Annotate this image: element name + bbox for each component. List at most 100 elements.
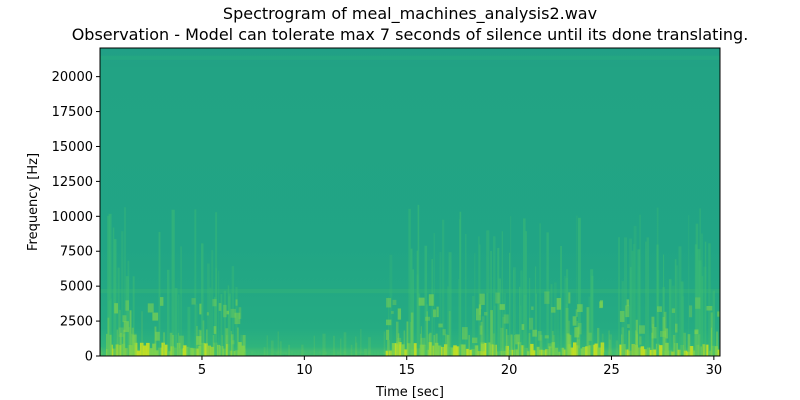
energy-streak	[429, 332, 432, 356]
energy-cell	[615, 350, 620, 356]
energy-streak	[217, 270, 220, 356]
energy-blob	[223, 304, 227, 318]
energy-cell	[526, 351, 531, 356]
energy-cell	[422, 344, 427, 356]
energy-streak	[105, 333, 109, 356]
energy-streak	[433, 335, 436, 356]
spectral-band	[100, 55, 720, 60]
energy-cell	[560, 347, 565, 356]
energy-cell	[271, 352, 276, 356]
energy-cell	[370, 350, 374, 356]
energy-cell	[321, 351, 325, 356]
energy-cell	[665, 342, 669, 356]
energy-streak	[712, 290, 716, 356]
energy-streak	[519, 305, 522, 356]
energy-cell	[437, 345, 442, 356]
energy-streak	[177, 332, 179, 356]
energy-streak	[169, 332, 173, 356]
energy-streak	[539, 223, 542, 356]
energy-blob	[626, 299, 630, 307]
energy-cell	[462, 344, 466, 356]
energy-streak	[206, 329, 208, 356]
energy-cell	[327, 350, 331, 356]
energy-blob	[191, 298, 196, 305]
energy-cell	[468, 349, 473, 356]
energy-cell	[287, 351, 291, 356]
energy-blob	[471, 337, 478, 344]
energy-blob	[532, 329, 537, 337]
energy-streak	[694, 244, 698, 356]
energy-cell	[536, 346, 540, 356]
energy-blob	[706, 306, 713, 311]
energy-cell	[161, 342, 165, 356]
energy-cell	[296, 351, 301, 356]
energy-streak	[134, 334, 137, 356]
energy-blob	[196, 336, 202, 345]
energy-streak	[636, 332, 638, 356]
plot-area	[99, 47, 721, 357]
energy-blob	[577, 322, 582, 335]
energy-streak	[212, 335, 215, 356]
y-tick-label: 20000	[52, 70, 93, 85]
energy-blob	[428, 294, 434, 306]
energy-streak	[550, 284, 553, 356]
energy-blob	[503, 314, 509, 324]
energy-cell	[385, 350, 390, 356]
energy-streak	[468, 335, 470, 356]
energy-streak	[132, 335, 136, 356]
energy-cell	[394, 343, 399, 356]
energy-streak	[408, 208, 411, 356]
energy-streak	[711, 292, 714, 356]
energy-streak	[652, 323, 655, 356]
energy-streak	[501, 231, 504, 356]
energy-blob	[387, 339, 390, 352]
energy-blob	[231, 340, 235, 345]
energy-streak	[270, 340, 274, 356]
energy-cell	[284, 353, 288, 356]
energy-streak	[163, 332, 165, 356]
energy-streak	[510, 334, 513, 356]
energy-blob	[206, 312, 209, 316]
energy-streak	[683, 332, 686, 356]
energy-cell	[576, 345, 580, 356]
energy-blob	[544, 291, 550, 304]
energy-blob	[657, 306, 662, 312]
energy-blob	[478, 304, 482, 315]
energy-streak	[608, 339, 611, 356]
energy-cell	[176, 342, 181, 356]
energy-streak	[525, 231, 527, 356]
energy-streak	[710, 327, 713, 356]
energy-blob	[521, 324, 525, 330]
energy-blob	[155, 331, 160, 341]
energy-cell	[342, 353, 347, 356]
energy-cell	[146, 342, 150, 356]
energy-streak	[588, 296, 592, 356]
energy-blob	[238, 307, 242, 319]
energy-streak	[635, 319, 638, 356]
energy-streak	[700, 233, 703, 356]
energy-blob	[479, 325, 483, 335]
energy-streak	[387, 297, 389, 356]
energy-blob	[396, 341, 401, 345]
energy-cell	[440, 346, 445, 356]
chart-title: Spectrogram of meal_machines_analysis2.w…	[223, 4, 597, 24]
energy-cell	[379, 351, 384, 356]
energy-cell	[705, 344, 709, 356]
energy-streak	[506, 334, 510, 356]
energy-cell	[318, 353, 322, 356]
energy-cell	[189, 347, 193, 356]
energy-streak	[174, 288, 178, 356]
energy-streak	[116, 329, 119, 356]
energy-streak	[237, 327, 239, 356]
energy-cell	[486, 342, 491, 356]
energy-cell	[465, 348, 470, 356]
energy-cell	[207, 345, 212, 356]
energy-streak	[552, 335, 555, 356]
energy-streak	[127, 327, 131, 356]
energy-streak	[110, 298, 112, 356]
energy-blob	[213, 326, 217, 334]
energy-cell	[351, 351, 356, 356]
energy-streak	[635, 330, 637, 356]
energy-blob	[671, 308, 676, 313]
energy-cell	[404, 349, 408, 356]
